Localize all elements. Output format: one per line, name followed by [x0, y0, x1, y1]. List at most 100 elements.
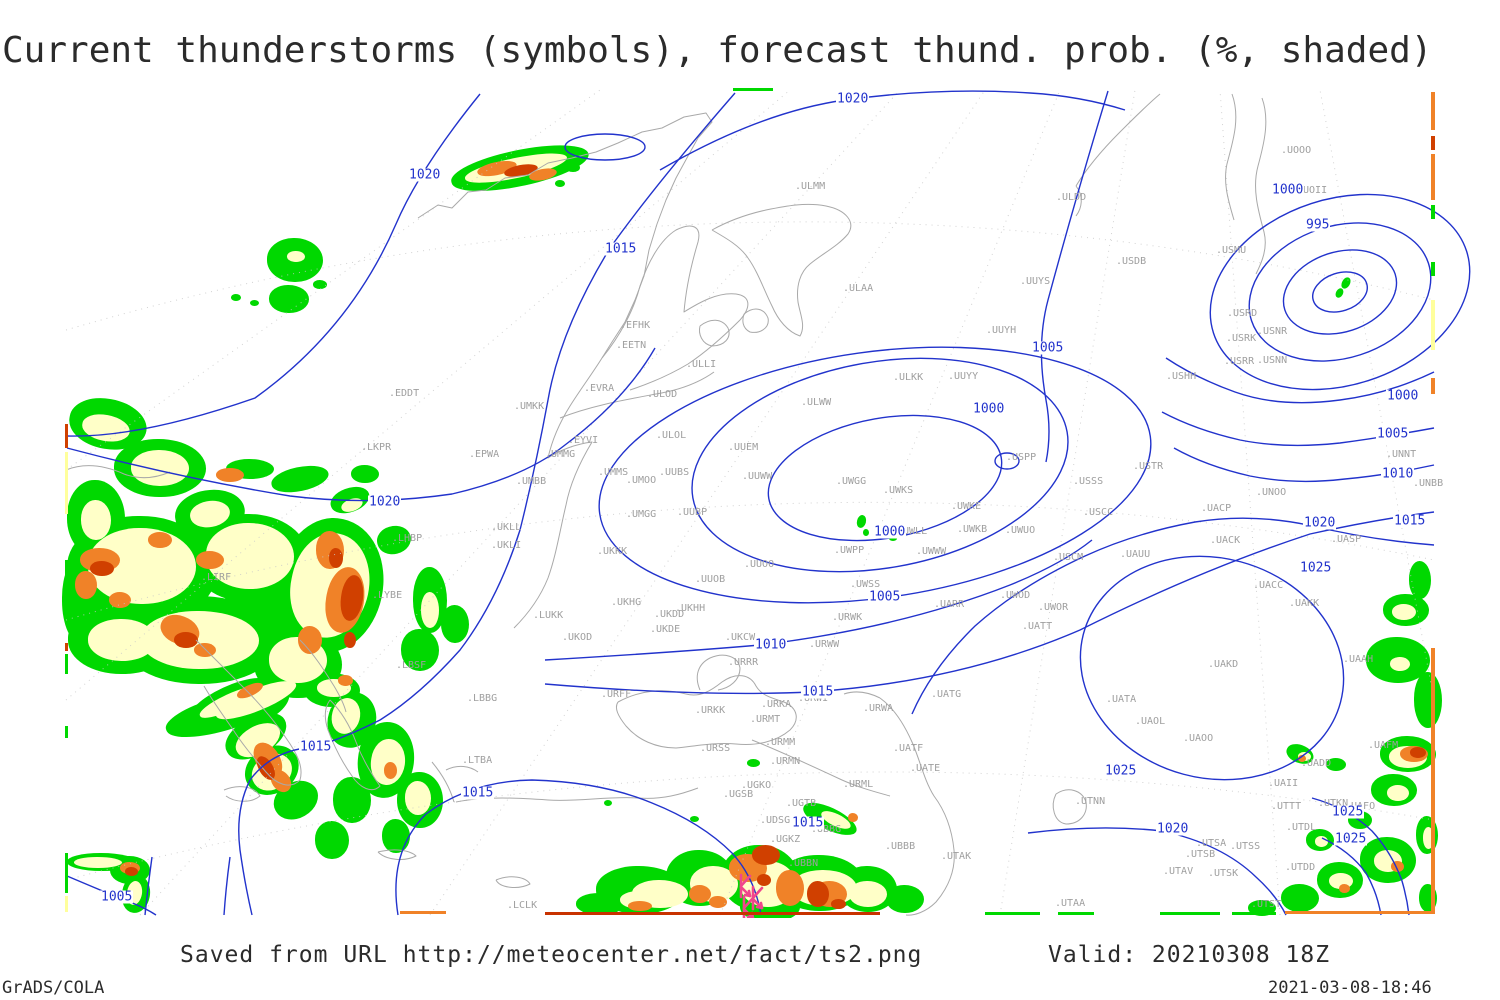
station-label-ukdd: .UKDD: [654, 609, 685, 620]
station-label-utdd: .UTDD: [1285, 862, 1316, 873]
station-label-uooo: .UOOO: [1281, 145, 1312, 156]
edge-shade-tick: [1232, 912, 1276, 915]
contour-label: 1015: [1393, 513, 1427, 529]
prob-shade-blob: [1390, 657, 1410, 671]
station-label-lclk: .LCLK: [507, 900, 538, 911]
edge-shade-tick: [65, 896, 68, 912]
map-canvas: .ULMM .ULAA .EFHK .EETN .ULLI .EVRA .ULOD .EYVI…: [0, 88, 1500, 918]
station-label-uaoo: .UAOO: [1183, 733, 1214, 744]
station-label-uacc: .UACC: [1253, 580, 1284, 591]
station-label-utdl: .UTDL: [1286, 822, 1317, 833]
station-label-urka: .URKA: [761, 699, 792, 710]
prob-shade-blob: [88, 619, 156, 661]
station-label-uacp: .UACP: [1201, 503, 1232, 514]
station-label-uaii: .UAII: [1268, 778, 1299, 789]
station-label-uwod: .UWOD: [1000, 590, 1031, 601]
station-label-urkk: .URKK: [695, 705, 726, 716]
prob-shade-blob: [148, 532, 172, 548]
station-label-umoo: .UMOO: [626, 475, 657, 486]
station-label-utaa: .UTAA: [1055, 898, 1086, 909]
station-label-uwor: .UWOR: [1038, 602, 1069, 613]
station-label-usrd: .USRD: [1227, 308, 1258, 319]
map-lines-layer: [65, 89, 1471, 918]
station-label-lbbg: .LBBG: [467, 693, 498, 704]
station-label-lbsf: .LBSF: [396, 660, 427, 671]
edge-shade-tick: [65, 643, 68, 651]
station-label-unnt: .UNNT: [1386, 449, 1417, 460]
edge-shade-tick: [1058, 912, 1094, 915]
station-label-uuob: .UUOB: [695, 574, 726, 585]
edge-shade-tick: [1431, 262, 1435, 276]
station-label-ulod: .ULOD: [647, 389, 678, 400]
station-label-uwss: .UWSS: [850, 579, 881, 590]
prob-shade-blob: [1326, 757, 1346, 771]
contour-label: 1025: [1104, 763, 1138, 779]
edge-shade-tick: [400, 911, 446, 914]
edge-shade-tick: [65, 424, 68, 448]
station-label-utav: .UTAV: [1163, 866, 1194, 877]
edge-shade-tick: [1285, 911, 1432, 914]
edge-shade-tick: [1160, 912, 1220, 915]
contour-label: 1015: [604, 241, 638, 257]
edge-shade-tick: [1431, 378, 1435, 394]
station-label-urml: .URML: [843, 779, 874, 790]
station-label-lybe: .LYBE: [372, 590, 403, 601]
contour-label: 1005: [1376, 426, 1410, 442]
station-label-uadd: .UADD: [1301, 758, 1332, 769]
station-label-usnn: .USNN: [1257, 355, 1288, 366]
station-label-ugsb: .UGSB: [723, 789, 754, 800]
contour-label: 1025: [1299, 560, 1333, 576]
station-label-usss: .USSS: [1073, 476, 1104, 487]
prob-shade-blob: [269, 285, 309, 313]
station-label-ugtb: .UGTB: [786, 798, 817, 809]
station-label-uubs: .UUBS: [659, 467, 690, 478]
prob-shade-blob: [746, 759, 760, 767]
station-label-ugkz: .UGKZ: [770, 834, 801, 845]
prob-shade-blob: [329, 548, 343, 568]
station-label-utss: .UTSS: [1230, 841, 1261, 852]
station-label-uuoo: .UUOO: [744, 559, 775, 570]
contour-label: 1005: [1031, 340, 1065, 356]
station-label-utnn: .UTNN: [1075, 796, 1106, 807]
prob-shade-blob: [757, 874, 771, 886]
prob-shade-blob: [1298, 754, 1306, 762]
station-label-urrr: .URRR: [728, 657, 759, 668]
station-label-lirf: .LIRF: [201, 572, 232, 583]
station-label-usmu: .USMU: [1216, 245, 1247, 256]
station-label-uubp: .UUBP: [677, 507, 708, 518]
station-label-ubbb: .UBBB: [885, 841, 916, 852]
prob-shade-blob: [752, 845, 780, 865]
station-label-umkk: .UMKK: [514, 401, 545, 412]
station-label-urwa: .URWA: [863, 703, 894, 714]
prob-shade-blob: [555, 179, 565, 187]
station-label-urww: .URWW: [809, 639, 840, 650]
station-label-uwpp: .UWPP: [834, 545, 865, 556]
station-label-ugko: .UGKO: [741, 780, 772, 791]
station-label-ukll: .UKLL: [491, 522, 522, 533]
station-label-uwll: .UWLL: [897, 526, 928, 537]
station-label-uttt: .UTTT: [1271, 801, 1302, 812]
station-label-uack: .UACK: [1210, 535, 1241, 546]
prob-shade-blob: [689, 816, 699, 822]
station-label-ukhg: .UKHG: [611, 597, 642, 608]
station-label-utsa: .UTSA: [1196, 838, 1227, 849]
station-label-urss: .URSS: [700, 743, 731, 754]
prob-shade-blob: [405, 781, 431, 815]
contour-label: 1020: [836, 91, 870, 107]
station-label-umbb: .UMBB: [516, 476, 547, 487]
contour-label: 1020: [408, 167, 442, 183]
station-label-urwi: .URWI: [798, 693, 829, 704]
contour-label: 1010: [1381, 466, 1415, 482]
edge-shade-tick: [1431, 136, 1435, 150]
contour-label: 1025: [1334, 831, 1368, 847]
prob-shade-blob: [576, 893, 624, 915]
prob-shade-blob: [287, 250, 305, 262]
station-label-usnr: .USNR: [1257, 326, 1288, 337]
prob-shade-blob: [109, 592, 131, 608]
station-label-uatt: .UATT: [1022, 621, 1053, 632]
station-label-ukde: .UKDE: [650, 624, 681, 635]
contour-label: 1015: [791, 815, 825, 831]
prob-shade-blob: [604, 800, 612, 806]
saved-from-url-text: Saved from URL http://meteocenter.net/fa…: [180, 942, 923, 968]
